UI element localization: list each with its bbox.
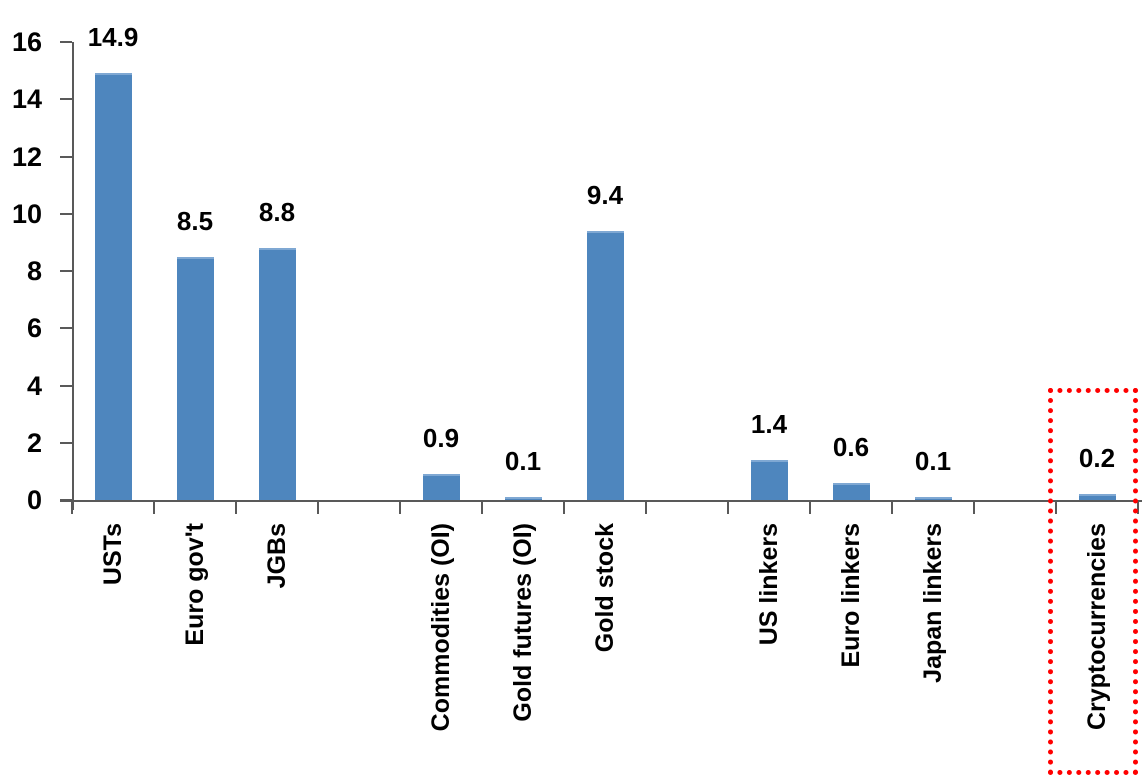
y-axis-tick-label: 14: [11, 84, 42, 115]
y-axis-tick-label: 4: [26, 370, 42, 401]
y-axis-tick-label: 0: [26, 485, 42, 515]
x-axis-line: [60, 500, 1142, 502]
y-axis-tick: [60, 41, 72, 43]
data-label: 14.9: [87, 22, 139, 52]
y-axis-line: [72, 42, 74, 510]
x-axis-tick: [727, 500, 729, 514]
x-axis-label: Commodities (OI): [427, 523, 455, 732]
y-axis-tick: [60, 327, 72, 330]
x-axis-tick: [809, 500, 811, 514]
bar-gold-stock: [587, 231, 624, 500]
x-axis-label: US linkers: [755, 523, 783, 646]
bar-japan-linkers: [915, 497, 952, 500]
y-axis-tick-label: 10: [11, 198, 42, 229]
x-axis-tick: [153, 500, 155, 514]
data-label: 0.9: [422, 423, 460, 453]
x-axis-label: Gold futures (OI): [509, 523, 537, 722]
data-label: 0.1: [914, 446, 952, 476]
x-axis-tick: [317, 500, 319, 514]
data-label: 0.2: [1078, 443, 1116, 473]
data-label: 8.8: [258, 197, 296, 227]
y-axis-tick-label: 6: [26, 313, 42, 344]
y-axis-tick: [60, 155, 72, 158]
bar-euro-gov-t: [177, 257, 214, 500]
y-axis-tick: [60, 499, 72, 501]
y-axis-tick-label: 2: [26, 427, 42, 458]
x-axis-tick: [891, 500, 893, 514]
x-axis-tick: [973, 500, 975, 514]
data-label: 8.5: [176, 206, 214, 236]
x-axis-label: Japan linkers: [919, 523, 947, 683]
bar-usts: [95, 73, 132, 500]
data-label: 0.6: [832, 432, 870, 462]
y-axis-tick-label: 8: [26, 256, 42, 286]
x-axis-tick: [399, 500, 401, 514]
x-axis-label: Euro gov't: [181, 523, 209, 646]
x-axis-label: Euro linkers: [837, 523, 865, 668]
x-axis-tick: [645, 500, 647, 514]
highlight-box: [1048, 388, 1138, 775]
x-axis-tick: [1137, 500, 1139, 514]
y-axis-tick-label: 12: [11, 141, 42, 172]
bar-euro-linkers: [833, 483, 870, 500]
y-axis-tick: [60, 441, 72, 444]
bar-commodities-oi-: [423, 474, 460, 500]
y-axis-tick: [60, 98, 72, 101]
x-axis-tick: [235, 500, 237, 514]
bar-gold-futures-oi-: [505, 497, 542, 500]
x-axis-label: JGBs: [263, 523, 291, 589]
data-label: 1.4: [750, 409, 788, 439]
y-axis-tick: [60, 212, 72, 215]
x-axis-tick: [481, 500, 483, 514]
x-axis-label: Gold stock: [591, 523, 619, 653]
x-axis-tick: [563, 500, 565, 514]
y-axis-tick: [60, 384, 72, 387]
bar-jgbs: [259, 248, 296, 500]
data-label: 0.1: [504, 446, 542, 476]
x-axis-tick: [71, 500, 73, 514]
y-axis-tick: [60, 270, 72, 272]
y-axis-tick-label: 16: [11, 27, 42, 57]
data-label: 9.4: [586, 180, 624, 210]
bar-cryptocurrencies: [1079, 494, 1116, 500]
x-axis-label: USTs: [99, 523, 127, 586]
x-axis-tick: [1055, 500, 1057, 514]
bar-us-linkers: [751, 460, 788, 500]
